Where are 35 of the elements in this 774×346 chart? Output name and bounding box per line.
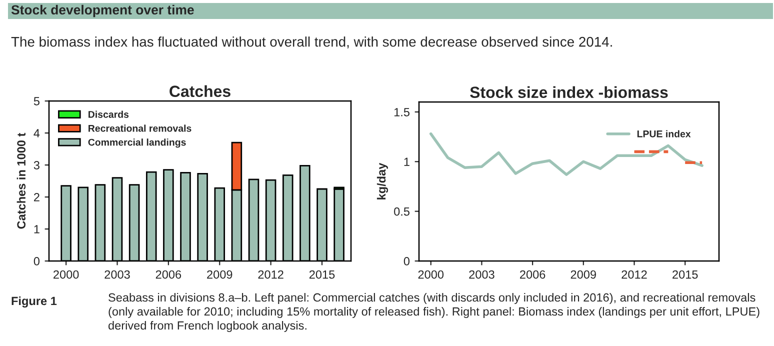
legend-label: Discards (88, 110, 129, 118)
x-tick-label: 2000 (418, 270, 444, 279)
y-tick-label: 3 (34, 161, 40, 170)
legend-label: Recreational removals (88, 124, 192, 132)
text: Stock development over time (11, 4, 194, 18)
text: The biomass index has fluctuated without overall trend, with some decrease observed since 2014. (11, 36, 612, 48)
y-tick-label: 5 (34, 97, 40, 106)
y-tick-label: 4 (34, 129, 40, 138)
x-tick-label: 2012 (258, 270, 284, 279)
y-tick-label: 1 (404, 158, 410, 166)
x-tick-label: 2006 (156, 270, 182, 279)
x-tick-label: 2003 (104, 270, 130, 279)
chart-title: Catches (170, 85, 230, 97)
y-tick-label: 0 (404, 257, 410, 266)
x-tick-label: 2009 (570, 270, 596, 279)
x-tick-label: 2012 (622, 270, 647, 279)
caption: Figure 1 (12, 296, 57, 308)
x-tick-label: 2015 (672, 270, 698, 279)
y-axis-title: kg/day (376, 162, 388, 200)
x-tick-label: 2006 (520, 270, 546, 279)
line-series (429, 132, 704, 176)
y-axis-title: Catches in 1000 t (16, 132, 26, 229)
legend-label: LPUE index (637, 130, 691, 138)
legend-label: Commercial landings (88, 138, 186, 148)
chart-title: Stock size index -biomass (470, 86, 668, 98)
x-tick-label: 2000 (54, 270, 79, 279)
y-tick-label: 0.5 (394, 207, 410, 216)
text: Seabass in divisions 8.a–b. Left panel: Commercial catches (with discards only included in 2016), and recreational removals (only available for 2010; including 15% mortality of released fish). Right panel: Biomass index (landings per unit effort, LPUE) derived from French logbook analysis. (108, 293, 760, 332)
y-tick-label: 2 (34, 193, 40, 202)
x-tick-label: 2009 (207, 270, 232, 279)
y-tick-label: 1 (34, 225, 40, 234)
x-tick-label: 2003 (469, 270, 494, 279)
x-tick-label: 2015 (309, 270, 335, 279)
y-tick-label: 1.5 (394, 108, 410, 116)
y-tick-label: 0 (34, 257, 40, 266)
